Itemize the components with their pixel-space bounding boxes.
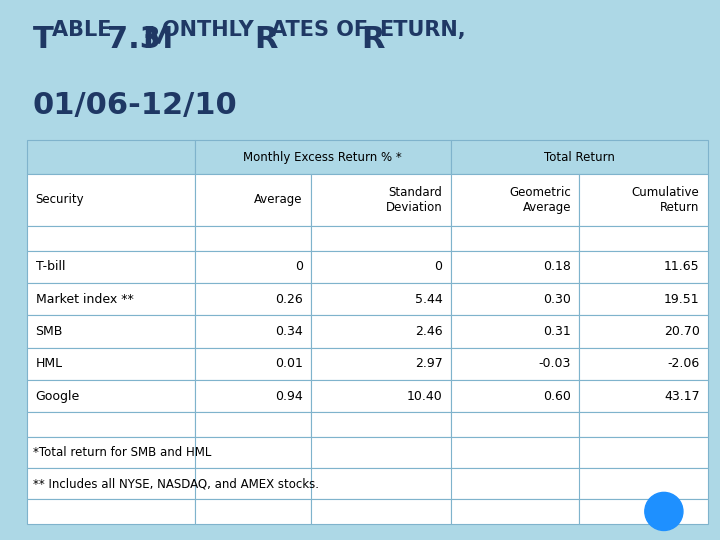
Text: 0: 0: [294, 260, 303, 273]
Bar: [579, 251, 708, 283]
Text: Total Return: Total Return: [544, 151, 615, 164]
Text: 2.46: 2.46: [415, 325, 442, 338]
Text: R: R: [361, 25, 385, 55]
Text: T-bill: T-bill: [35, 260, 65, 273]
Text: 0.18: 0.18: [543, 260, 571, 273]
Bar: [311, 348, 451, 380]
Text: 0.60: 0.60: [543, 390, 571, 403]
Bar: [27, 468, 708, 499]
Text: 0.94: 0.94: [275, 390, 303, 403]
Bar: [27, 499, 195, 524]
Text: 5.44: 5.44: [415, 293, 442, 306]
Bar: [195, 499, 311, 524]
Bar: [27, 226, 195, 251]
Bar: [195, 174, 311, 226]
Text: Market index **: Market index **: [35, 293, 133, 306]
Text: 19.51: 19.51: [664, 293, 700, 306]
Text: 0.34: 0.34: [275, 325, 303, 338]
Bar: [27, 315, 195, 348]
Text: 0.01: 0.01: [275, 357, 303, 370]
Text: R: R: [254, 25, 278, 55]
Bar: [27, 348, 195, 380]
Text: ONTHLY: ONTHLY: [162, 21, 261, 40]
Bar: [195, 348, 311, 380]
Text: 0.31: 0.31: [544, 325, 571, 338]
Bar: [451, 499, 579, 524]
Text: Security: Security: [35, 193, 84, 206]
Text: ABLE: ABLE: [52, 21, 119, 40]
Text: Geometric
Average: Geometric Average: [509, 186, 571, 214]
Bar: [27, 251, 195, 283]
Bar: [451, 251, 579, 283]
Text: -2.06: -2.06: [667, 357, 700, 370]
Bar: [451, 413, 579, 437]
Text: 7.3: 7.3: [107, 25, 161, 55]
Bar: [451, 348, 579, 380]
Bar: [451, 140, 708, 174]
Bar: [579, 315, 708, 348]
Bar: [27, 437, 708, 468]
Text: ETURN,: ETURN,: [379, 21, 465, 40]
Text: 0: 0: [434, 260, 442, 273]
Bar: [451, 174, 579, 226]
Bar: [579, 348, 708, 380]
Text: 0.26: 0.26: [275, 293, 303, 306]
Text: -0.03: -0.03: [539, 357, 571, 370]
Bar: [27, 174, 195, 226]
Bar: [311, 413, 451, 437]
Bar: [579, 413, 708, 437]
Bar: [451, 226, 579, 251]
Bar: [311, 499, 451, 524]
Text: Google: Google: [35, 390, 80, 403]
Text: ** Includes all NYSE, NASDAQ, and AMEX stocks.: ** Includes all NYSE, NASDAQ, and AMEX s…: [33, 477, 319, 490]
Ellipse shape: [645, 492, 683, 530]
Bar: [311, 251, 451, 283]
Text: HML: HML: [35, 357, 63, 370]
Bar: [195, 140, 451, 174]
Bar: [195, 226, 311, 251]
Bar: [311, 283, 451, 315]
Bar: [195, 413, 311, 437]
Text: SMB: SMB: [35, 325, 63, 338]
Bar: [27, 413, 195, 437]
Bar: [311, 226, 451, 251]
Bar: [195, 380, 311, 413]
Bar: [579, 499, 708, 524]
Text: 20.70: 20.70: [664, 325, 700, 338]
Text: 43.17: 43.17: [664, 390, 700, 403]
Bar: [311, 315, 451, 348]
Bar: [579, 226, 708, 251]
Bar: [579, 283, 708, 315]
Text: T: T: [32, 25, 53, 55]
Text: ATES OF: ATES OF: [271, 21, 376, 40]
Bar: [451, 283, 579, 315]
Text: 2.97: 2.97: [415, 357, 442, 370]
Text: Standard
Deviation: Standard Deviation: [386, 186, 442, 214]
Text: 0.30: 0.30: [543, 293, 571, 306]
Text: 10.40: 10.40: [407, 390, 442, 403]
Text: Average: Average: [254, 193, 303, 206]
Text: Monthly Excess Return % *: Monthly Excess Return % *: [243, 151, 402, 164]
Text: 01/06-12/10: 01/06-12/10: [32, 91, 237, 120]
Bar: [27, 380, 195, 413]
Text: *Total return for SMB and HML: *Total return for SMB and HML: [33, 446, 211, 459]
Bar: [451, 315, 579, 348]
Bar: [579, 174, 708, 226]
Bar: [27, 140, 195, 174]
Bar: [195, 251, 311, 283]
Bar: [195, 315, 311, 348]
Bar: [27, 283, 195, 315]
Bar: [579, 380, 708, 413]
Text: M: M: [143, 25, 173, 55]
Text: 11.65: 11.65: [664, 260, 700, 273]
Bar: [451, 380, 579, 413]
Text: Cumulative
Return: Cumulative Return: [632, 186, 700, 214]
Bar: [195, 283, 311, 315]
Bar: [311, 380, 451, 413]
Bar: [311, 174, 451, 226]
